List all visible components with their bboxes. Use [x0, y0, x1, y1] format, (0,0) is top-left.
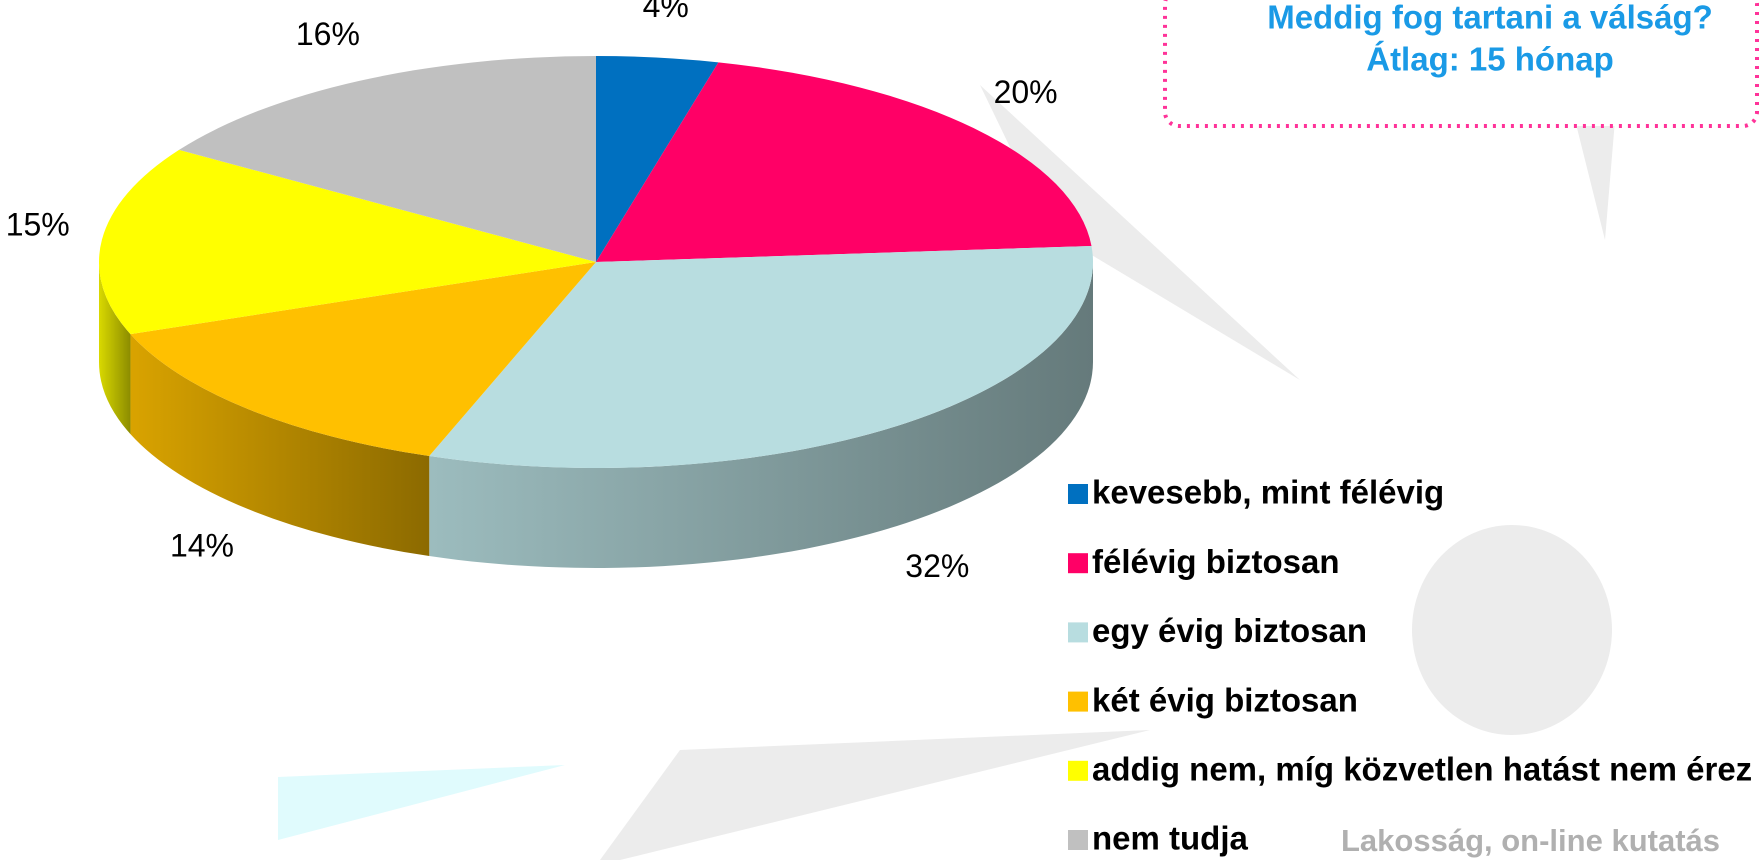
pie-slice: [179, 56, 596, 262]
legend-swatch: [1068, 830, 1088, 850]
legend-swatch: [1068, 484, 1088, 504]
legend-swatch: [1068, 760, 1088, 781]
pie-slice: [429, 245, 1093, 468]
pie-side: [130, 334, 430, 557]
legend-swatch: [1068, 553, 1088, 574]
annotation-box: [1163, 0, 1759, 128]
legend-label: félévig biztosan: [1092, 543, 1340, 580]
data-label: 15%: [6, 207, 70, 243]
pie-slice: [130, 262, 597, 457]
data-label: 14%: [170, 528, 234, 564]
annotation-line: Átlag: 15 hónap: [1366, 41, 1614, 78]
decoration: [1412, 525, 1612, 735]
legend-swatch: [1068, 691, 1088, 712]
legend-swatch: [1068, 622, 1088, 643]
decoration: [278, 765, 565, 840]
source: Lakosság, on-line kutatás: [1341, 823, 1720, 858]
pie-slice: [596, 56, 719, 262]
data-label: 32%: [905, 548, 969, 584]
legend-label: kevesebb, mint félévig: [1092, 474, 1444, 511]
pie-slice: [98, 149, 596, 335]
data-label: 16%: [296, 16, 360, 52]
legend-label: addig nem, míg közvetlen hatást nem érez: [1092, 751, 1752, 788]
decoration: [980, 85, 1300, 380]
legend-label: nem tudja: [1092, 820, 1248, 857]
data-label: 4%: [643, 0, 689, 24]
pie-side: [99, 262, 131, 435]
data-label: 20%: [994, 74, 1058, 110]
pie-slice: [596, 62, 1092, 263]
legend-label: egy évig biztosan: [1092, 612, 1367, 649]
pie-side: [429, 262, 1094, 569]
legend-label: két évig biztosan: [1092, 681, 1358, 718]
decoration: [600, 730, 1150, 860]
pie: [98, 56, 1094, 569]
annotation-line: Meddig fog tartani a válság?: [1267, 0, 1713, 36]
